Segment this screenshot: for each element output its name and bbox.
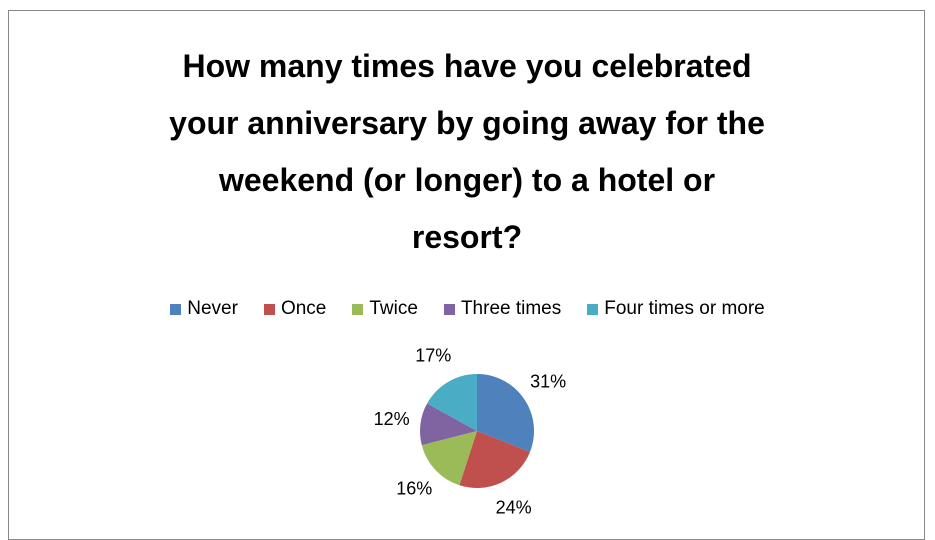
legend-label: Three times <box>460 298 562 319</box>
data-label: 17% <box>415 346 451 366</box>
pie-slice <box>421 431 477 486</box>
legend-label: Never <box>187 298 238 319</box>
pie-slice <box>459 431 530 489</box>
chart-title: How many times have you celebrated your … <box>169 48 765 255</box>
pie-slice <box>427 374 477 431</box>
legend-swatch <box>587 303 599 315</box>
legend-swatch <box>263 303 275 315</box>
legend-item: Three times <box>443 298 562 320</box>
legend-item: Once <box>263 298 327 320</box>
data-label: 16% <box>396 479 432 499</box>
data-label: 24% <box>496 498 532 518</box>
chart: 31% 24% 16% 12% 17% <box>374 346 566 518</box>
legend-label: Four times or more <box>604 298 765 319</box>
legend-item: Never <box>170 298 238 320</box>
legend-label: Twice <box>369 298 418 319</box>
data-label: 12% <box>374 409 410 429</box>
data-label: 31% <box>530 371 566 391</box>
pie-slice <box>420 403 477 446</box>
legend-swatch <box>443 303 455 315</box>
legend-item: Twice <box>352 298 418 320</box>
page: How many times have you celebrated your … <box>0 10 935 540</box>
legend-item: Four times or more <box>587 298 765 320</box>
legend-swatch <box>170 303 182 315</box>
legend-swatch <box>352 303 364 315</box>
pie-slice <box>477 374 534 452</box>
legend-label: Once <box>280 298 327 319</box>
legend: Never Once Twice Three times Four times or m… <box>0 298 935 320</box>
